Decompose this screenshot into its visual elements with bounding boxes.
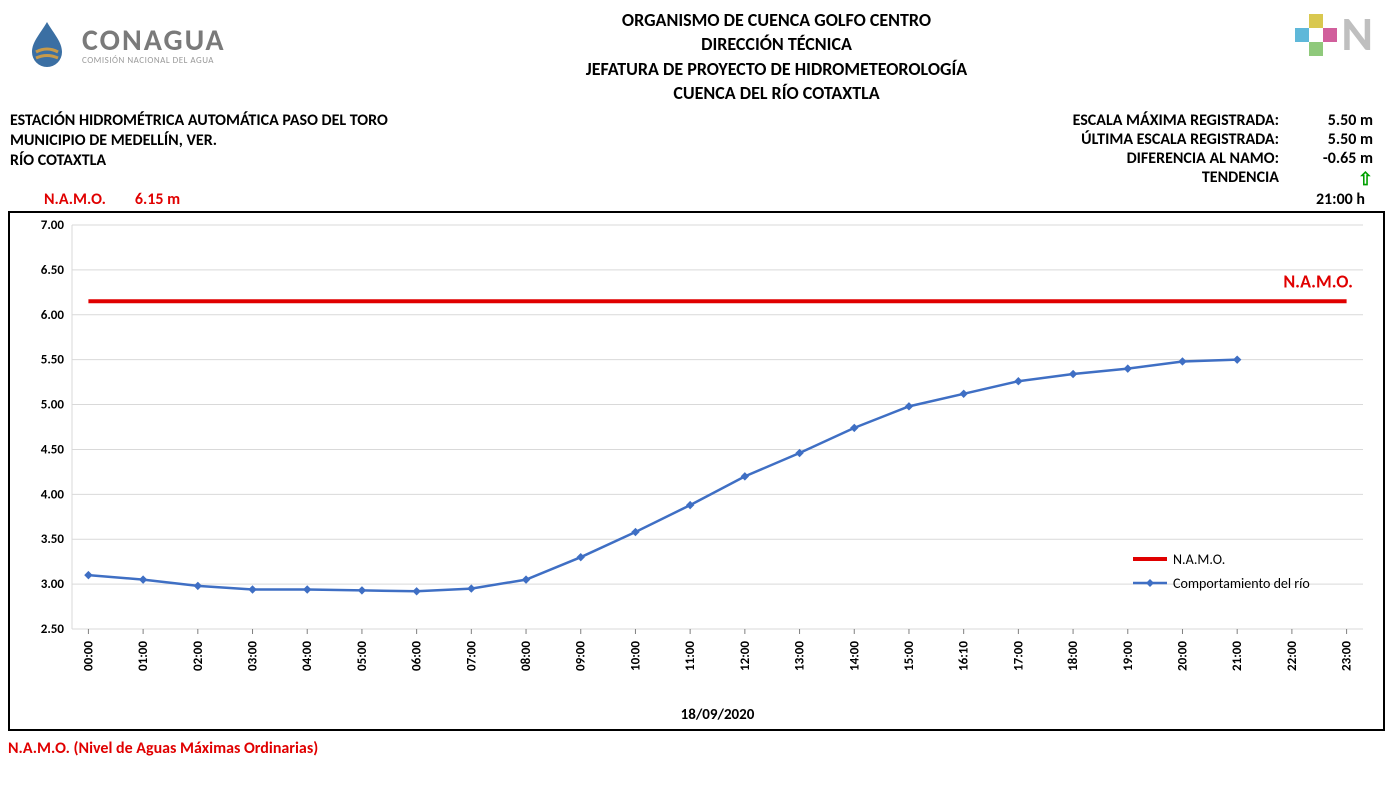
svg-text:15:00: 15:00 <box>902 641 917 671</box>
svg-text:4.00: 4.00 <box>41 488 65 503</box>
svg-text:18:00: 18:00 <box>1066 641 1081 671</box>
namo-inline-row: N.A.M.O. 6.15 m 21:00 h <box>0 190 1393 209</box>
station-line-3: RÍO COTAXTLA <box>10 151 388 170</box>
diff-value: -0.65 m <box>1303 149 1373 168</box>
svg-text:6.00: 6.00 <box>41 308 65 323</box>
svg-text:3.50: 3.50 <box>41 532 65 547</box>
svg-text:05:00: 05:00 <box>355 641 370 671</box>
svg-text:08:00: 08:00 <box>519 641 534 671</box>
svg-text:7.00: 7.00 <box>41 218 65 233</box>
n-letter-icon: N <box>1341 14 1373 56</box>
svg-text:11:00: 11:00 <box>683 641 698 671</box>
chart-container: 2.50 3.00 3.50 4.00 4.50 5.00 5.50 6.00 6.50 7.00… <box>8 211 1385 731</box>
svg-text:02:00: 02:00 <box>191 641 206 671</box>
svg-text:07:00: 07:00 <box>464 641 479 671</box>
svg-text:00:00: 00:00 <box>81 641 96 671</box>
info-row: ESTACIÓN HIDROMÉTRICA AUTOMÁTICA PASO DE… <box>0 105 1393 190</box>
svg-text:13:00: 13:00 <box>793 641 808 671</box>
svg-text:Comportamiento del río: Comportamiento del río <box>1173 575 1310 592</box>
svg-text:2.50: 2.50 <box>41 622 65 637</box>
svg-text:14:00: 14:00 <box>847 641 862 671</box>
conagua-subtitle: COMISIÓN NACIONAL DEL AGUA <box>82 56 226 65</box>
logo-plus-n: N <box>1273 8 1373 56</box>
line-chart: 2.50 3.00 3.50 4.00 4.50 5.00 5.50 6.00 6.50 7.00… <box>10 213 1383 729</box>
svg-text:04:00: 04:00 <box>300 641 315 671</box>
conagua-title: CONAGUA <box>82 26 226 56</box>
max-label: ESCALA MÁXIMA REGISTRADA: <box>1073 111 1279 130</box>
svg-text:22:00: 22:00 <box>1285 641 1300 671</box>
svg-text:01:00: 01:00 <box>136 641 151 671</box>
footer-note: N.A.M.O. (Nivel de Aguas Máximas Ordinar… <box>0 735 1393 758</box>
title-line-4: CUENCA DEL RÍO COTAXTLA <box>280 81 1273 105</box>
svg-text:06:00: 06:00 <box>410 641 425 671</box>
conagua-drop-icon <box>20 18 74 72</box>
svg-text:6.50: 6.50 <box>41 263 65 278</box>
svg-text:23:00: 23:00 <box>1340 641 1355 671</box>
max-value: 5.50 m <box>1303 111 1373 130</box>
last-value: 5.50 m <box>1303 130 1373 149</box>
readings-info: ESCALA MÁXIMA REGISTRADA: 5.50 m ÚLTIMA E… <box>1073 111 1373 190</box>
svg-text:12:00: 12:00 <box>738 641 753 671</box>
svg-text:4.50: 4.50 <box>41 443 65 458</box>
svg-text:20:00: 20:00 <box>1175 641 1190 671</box>
header: CONAGUA COMISIÓN NACIONAL DEL AGUA ORGAN… <box>0 0 1393 105</box>
svg-text:N.A.M.O.: N.A.M.O. <box>1283 270 1353 292</box>
svg-text:10:00: 10:00 <box>628 641 643 671</box>
station-line-2: MUNICIPIO DE MEDELLÍN, VER. <box>10 131 388 150</box>
namo-inline-label: N.A.M.O. <box>44 190 106 209</box>
svg-text:3.00: 3.00 <box>41 577 65 592</box>
title-line-3: JEFATURA DE PROYECTO DE HIDROMETEOROLOGÍ… <box>280 57 1273 81</box>
svg-text:18/09/2020: 18/09/2020 <box>681 706 755 724</box>
svg-text:5.50: 5.50 <box>41 353 65 368</box>
svg-text:N.A.M.O.: N.A.M.O. <box>1173 551 1225 568</box>
title-line-2: DIRECCIÓN TÉCNICA <box>280 32 1273 56</box>
svg-text:21:00: 21:00 <box>1230 641 1245 671</box>
diff-label: DIFERENCIA AL NAMO: <box>1127 149 1279 168</box>
svg-text:09:00: 09:00 <box>574 641 589 671</box>
svg-text:19:00: 19:00 <box>1121 641 1136 671</box>
last-label: ÚLTIMA ESCALA REGISTRADA: <box>1081 130 1279 149</box>
title-line-1: ORGANISMO DE CUENCA GOLFO CENTRO <box>280 8 1273 32</box>
namo-inline-value: 6.15 m <box>135 190 180 209</box>
svg-text:5.00: 5.00 <box>41 398 65 413</box>
title-block: ORGANISMO DE CUENCA GOLFO CENTRO DIRECCI… <box>280 8 1273 105</box>
trend-label: TENDENCIA <box>1202 168 1279 190</box>
logo-conagua-block: CONAGUA COMISIÓN NACIONAL DEL AGUA <box>20 8 280 72</box>
svg-text:17:00: 17:00 <box>1011 641 1026 671</box>
trend-arrow-up-icon: ⇧ <box>1303 168 1373 190</box>
svg-text:03:00: 03:00 <box>246 641 261 671</box>
reading-time: 21:00 h <box>1316 190 1365 209</box>
station-info: ESTACIÓN HIDROMÉTRICA AUTOMÁTICA PASO DE… <box>10 111 388 190</box>
station-line-1: ESTACIÓN HIDROMÉTRICA AUTOMÁTICA PASO DE… <box>10 111 388 130</box>
svg-text:16:10: 16:10 <box>957 641 972 671</box>
plus-icon <box>1295 14 1337 56</box>
